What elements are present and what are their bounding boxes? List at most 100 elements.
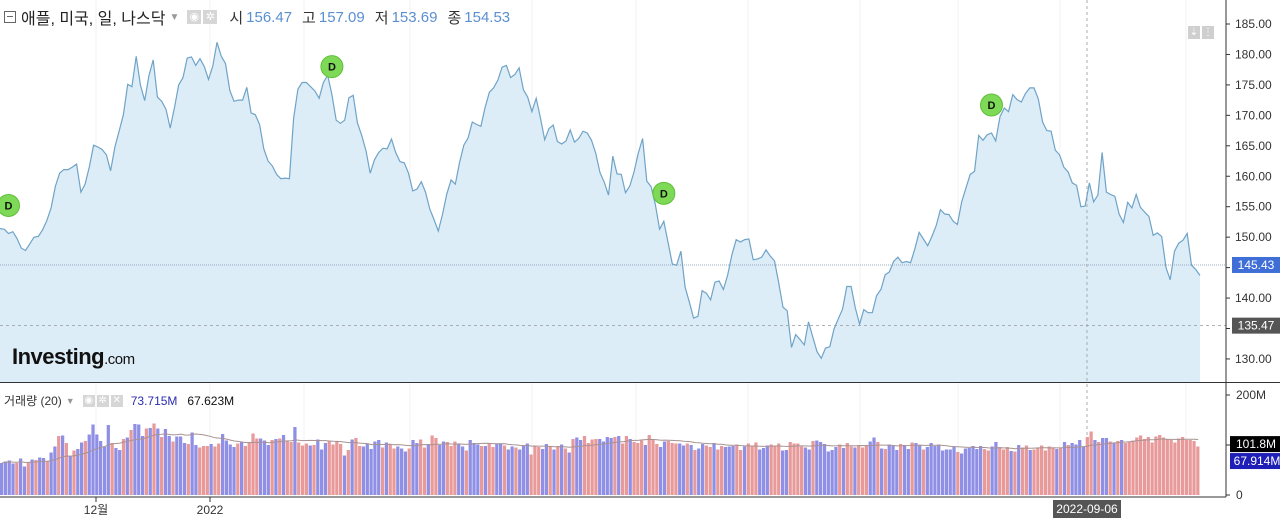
close-label: 종: [447, 9, 462, 27]
volume-bar: [948, 449, 952, 495]
volume-bar: [430, 435, 434, 495]
volume-bar: [834, 447, 838, 495]
volume-bar: [659, 447, 663, 495]
dividend-marker-label: D: [5, 200, 13, 212]
dividend-marker-label: D: [660, 188, 668, 200]
volume-bar: [240, 442, 244, 495]
volume-bar: [91, 424, 95, 495]
volume-bar: [899, 444, 903, 495]
volume-bar: [750, 445, 754, 495]
low-label: 저: [374, 9, 389, 27]
volume-bar: [1135, 437, 1139, 495]
chevron-down-icon[interactable]: ▼: [65, 395, 75, 406]
volume-bar: [182, 443, 187, 495]
instrument-title: 애플, 미국, 일, 나스닥: [21, 11, 166, 28]
volume-bar: [373, 441, 377, 495]
volume-bar: [80, 442, 84, 495]
volume-bar: [99, 441, 103, 495]
volume-bar: [796, 443, 800, 495]
high-value: 157.09: [318, 8, 365, 26]
current-price-badge-bg: [1232, 256, 1280, 273]
gear-icon[interactable]: ✲: [96, 394, 109, 407]
volume-bar: [765, 445, 769, 495]
volume-bar: [327, 441, 331, 495]
eye-icon[interactable]: ◉: [187, 10, 202, 24]
volume-bar: [982, 449, 987, 495]
volume-bar: [179, 436, 183, 495]
volume-bar: [137, 424, 141, 495]
volume-bar: [445, 442, 449, 495]
volume-bar: [129, 430, 133, 495]
volume-bar: [83, 441, 88, 495]
volume-bar: [701, 444, 705, 495]
volume-header: 거래량 (20) ▼ ◉ ✲ ✕ 73.715M 67.623M: [4, 392, 234, 409]
volume-bar: [476, 444, 480, 495]
volume-bar: [1196, 446, 1200, 495]
x-tick-label: 12월: [84, 503, 108, 517]
volume-bar: [232, 447, 236, 495]
volume-bar: [148, 428, 152, 495]
volume-bar: [544, 444, 549, 495]
volume-bar: [422, 447, 427, 495]
volume-bar: [358, 446, 362, 495]
volume-bar: [293, 427, 297, 495]
download-icon[interactable]: ⇣: [1188, 26, 1200, 39]
volume-bar: [312, 445, 316, 495]
volume-bar: [621, 443, 625, 495]
volume-bar: [167, 436, 171, 495]
volume-bar: [262, 440, 267, 495]
volume-bar: [144, 428, 149, 495]
volume-bar: [464, 450, 469, 495]
volume-bar: [1093, 440, 1097, 495]
volume-bar: [1036, 448, 1040, 495]
volume-bar: [937, 444, 941, 495]
volume-bar: [861, 447, 865, 495]
volume-bar: [61, 435, 65, 495]
volume-bar: [301, 445, 305, 495]
volume-bar: [224, 440, 229, 495]
volume-bar: [590, 439, 594, 495]
volume-bar: [361, 446, 366, 495]
volume-bar: [636, 443, 640, 495]
volume-bar: [563, 448, 568, 495]
investing-logo: Investing.com: [12, 344, 135, 369]
volume-bar: [792, 443, 796, 495]
dividend-marker: [652, 181, 676, 205]
volume-bar: [632, 442, 636, 495]
volume-bar: [902, 445, 907, 495]
volume-bar: [335, 441, 339, 495]
volume-bar: [689, 445, 693, 495]
current-volume-badge: 101.8M: [1236, 437, 1276, 451]
eye-icon[interactable]: ◉: [82, 394, 95, 407]
crosshair-date-badge: 2022-09-06: [1056, 502, 1118, 516]
chevron-down-icon[interactable]: ▼: [169, 11, 180, 23]
gear-icon[interactable]: ✲: [203, 10, 218, 24]
volume-bar: [22, 466, 27, 495]
volume-bar: [784, 450, 789, 495]
volume-bar: [822, 444, 827, 495]
dividend-marker-label: D: [328, 62, 336, 74]
volume-bar: [1047, 446, 1051, 495]
volume-bar: [571, 439, 575, 495]
y-tick-label: 150.00: [1235, 230, 1272, 244]
close-value: 154.53: [464, 8, 511, 26]
volume-bar: [365, 444, 369, 495]
volume-bar: [601, 441, 606, 495]
volume-bar: [1150, 442, 1154, 495]
volume-bar: [952, 447, 956, 495]
collapse-icon[interactable]: [4, 11, 16, 23]
volume-bar: [716, 449, 720, 495]
volume-bar: [171, 441, 175, 495]
volume-bar: [175, 436, 179, 495]
volume-bar: [480, 446, 484, 495]
volume-bar: [830, 450, 834, 495]
volume-bar: [853, 447, 857, 495]
volume-bar: [1188, 440, 1192, 495]
close-icon[interactable]: ✕: [110, 394, 123, 407]
volume-bar: [186, 444, 190, 495]
more-icon[interactable]: ⋮: [1202, 26, 1214, 39]
volume-bar: [521, 446, 526, 495]
volume-bar: [895, 450, 899, 495]
volume-bar: [1055, 449, 1059, 495]
volume-ma-line: [1, 433, 1199, 464]
